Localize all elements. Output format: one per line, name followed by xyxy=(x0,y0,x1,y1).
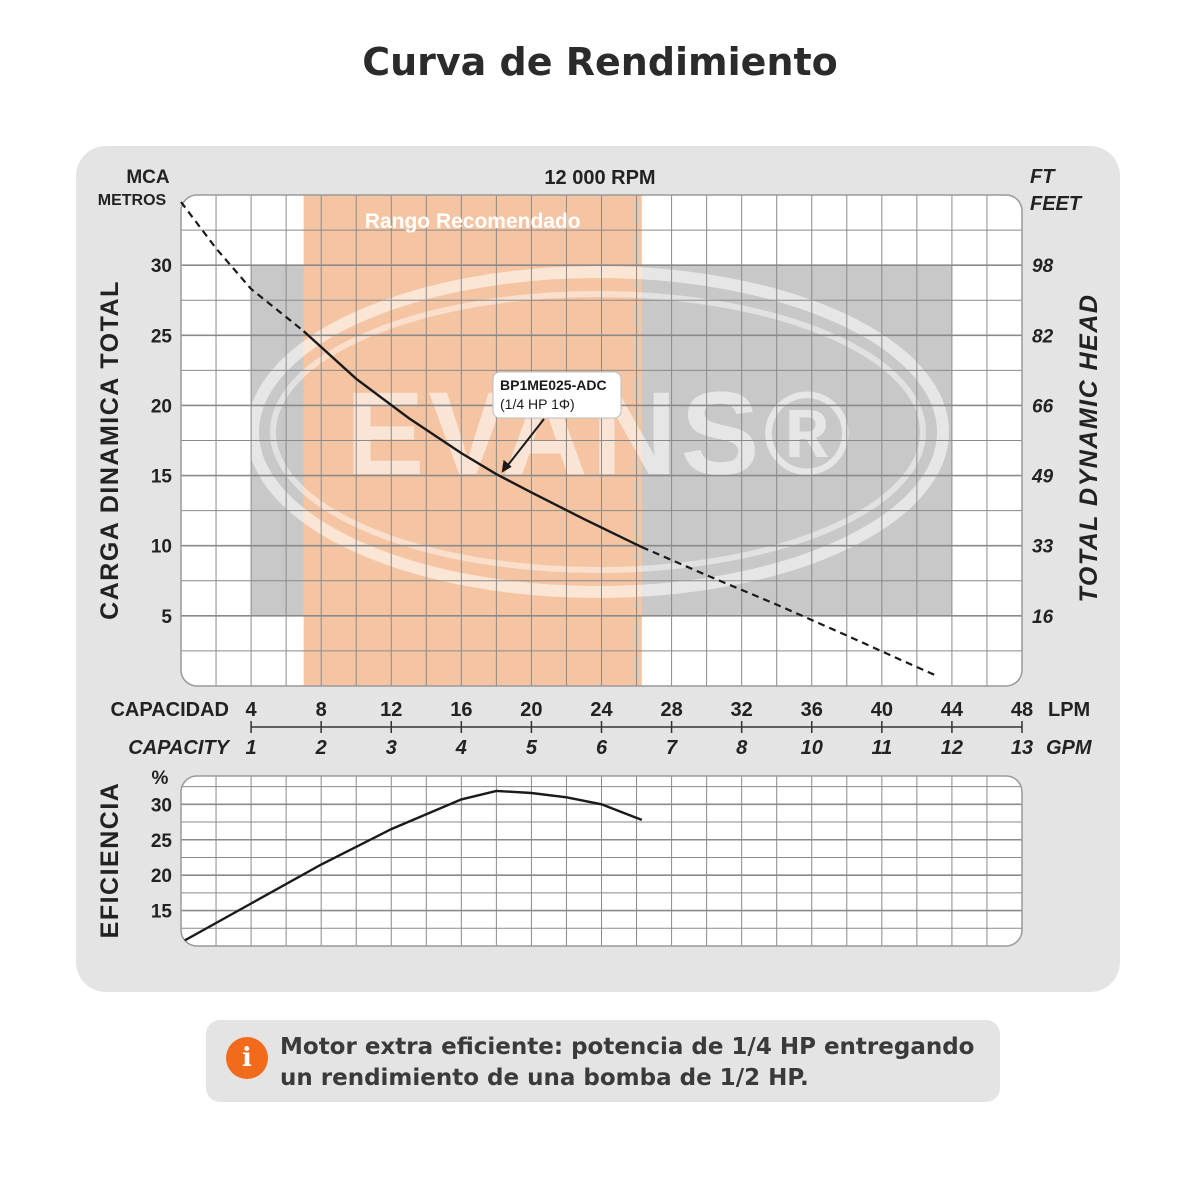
watermark-ellipse-outer xyxy=(247,266,949,598)
x-tick-label-lpm: 8 xyxy=(316,699,327,721)
x-tick-label-gpm: 13 xyxy=(1011,737,1033,759)
page-title: Curva de Rendimiento xyxy=(362,40,838,84)
x-tick-label-lpm: 28 xyxy=(660,699,682,721)
x-tick-label-lpm: 24 xyxy=(590,699,613,721)
x-tick-label-lpm: 40 xyxy=(871,699,893,721)
eff-y-tick-label: 15 xyxy=(151,902,173,923)
y-tick-label: 30 xyxy=(151,256,172,277)
x-tick-label-gpm: 8 xyxy=(736,737,748,759)
x-tick-label-gpm: 5 xyxy=(526,737,538,759)
series-name-label: BP1ME025-ADC xyxy=(500,377,607,393)
y-right-tick-label: 82 xyxy=(1032,326,1054,347)
x-tick-label-lpm: 44 xyxy=(941,699,964,721)
x-tick-label-lpm: 32 xyxy=(731,699,753,721)
x-axis-title-secondary: CAPACITY xyxy=(128,737,230,759)
x-tick-label-lpm: 48 xyxy=(1011,699,1033,721)
eff-y-axis-title: EFICIENCIA xyxy=(96,782,124,939)
x-axis-title-primary: CAPACIDAD xyxy=(110,699,229,721)
callout-arrow-line xyxy=(505,418,545,468)
y-tick-label: 20 xyxy=(151,396,172,417)
note-text: Motor extra eficiente: potencia de 1/4 H… xyxy=(280,1032,990,1094)
head-curve-dashed-start xyxy=(180,201,305,332)
series-callout-box xyxy=(492,371,622,419)
x-tick-label-gpm: 7 xyxy=(666,737,678,759)
y-axis-title: CARGA DINAMICA TOTAL xyxy=(96,280,124,620)
x-tick-label-lpm: 16 xyxy=(450,699,472,721)
right-unit-bottom: FEET xyxy=(1030,193,1083,215)
head-curve-solid xyxy=(302,330,643,549)
eff-unit-label: % xyxy=(152,768,169,789)
y-right-axis-title: TOTAL DYNAMIC HEAD xyxy=(1075,294,1103,603)
y-right-tick-label: 66 xyxy=(1032,396,1054,417)
x-unit-primary: LPM xyxy=(1048,699,1090,721)
recommended-range-label: Rango Recomendado xyxy=(365,210,581,233)
y-tick-label: 10 xyxy=(151,537,172,558)
watermark-ellipse-inner xyxy=(270,291,926,573)
efficiency-plot-frame xyxy=(180,775,1023,947)
eff-y-tick-label: 25 xyxy=(151,831,173,852)
x-unit-secondary: GPM xyxy=(1046,737,1093,759)
head-curve-dashed-end xyxy=(641,546,935,676)
y-right-tick-label: 33 xyxy=(1032,537,1054,558)
x-tick-label-lpm: 12 xyxy=(380,699,402,721)
eff-y-tick-label: 30 xyxy=(151,795,172,816)
rpm-label: 12 000 RPM xyxy=(544,167,655,189)
y-tick-label: 25 xyxy=(151,326,173,347)
y-right-tick-label: 98 xyxy=(1032,256,1054,277)
x-tick-label-gpm: 4 xyxy=(455,737,467,759)
x-tick-label-gpm: 11 xyxy=(871,737,892,759)
x-tick-label-gpm: 10 xyxy=(801,737,823,759)
left-unit-bottom: METROS xyxy=(98,192,167,209)
x-tick-label-gpm: 6 xyxy=(596,737,608,759)
main-plot-frame xyxy=(180,194,1023,687)
note-line-2: un rendimiento de una bomba de 1/2 HP. xyxy=(280,1065,809,1091)
x-tick-label-gpm: 1 xyxy=(246,737,257,759)
callout-arrow-head xyxy=(501,459,512,473)
y-right-tick-label: 49 xyxy=(1031,467,1054,488)
left-unit-top: MCA xyxy=(126,167,170,188)
info-icon: i xyxy=(226,1037,268,1079)
note-line-1: Motor extra eficiente: potencia de 1/4 H… xyxy=(280,1034,975,1060)
efficiency-curve xyxy=(181,789,643,944)
y-right-tick-label: 16 xyxy=(1032,607,1054,628)
x-tick-label-lpm: 36 xyxy=(801,699,823,721)
x-tick-label-gpm: 12 xyxy=(941,737,963,759)
y-tick-label: 5 xyxy=(161,607,172,628)
x-tick-label-gpm: 3 xyxy=(386,737,397,759)
y-tick-label: 15 xyxy=(151,467,173,488)
info-note: i Motor extra eficiente: potencia de 1/4… xyxy=(206,1020,1000,1102)
x-tick-label-lpm: 20 xyxy=(520,699,542,721)
eff-y-tick-label: 20 xyxy=(151,866,172,887)
series-subtitle-label: (1/4 HP 1Φ) xyxy=(500,396,575,412)
x-tick-label-gpm: 2 xyxy=(315,737,327,759)
right-unit-top: FT xyxy=(1030,166,1056,188)
x-tick-label-lpm: 4 xyxy=(246,699,258,721)
